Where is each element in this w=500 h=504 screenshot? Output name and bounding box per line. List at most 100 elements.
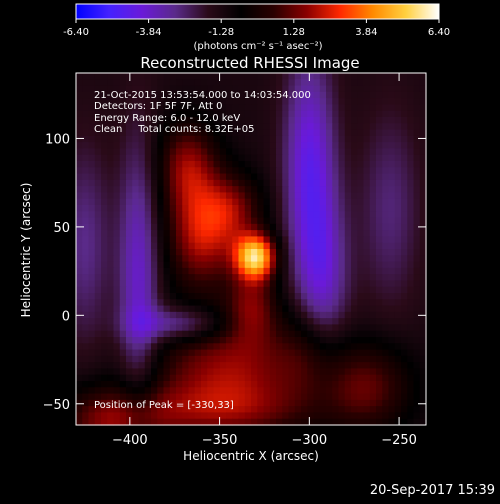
heatmap-cell [207,261,215,269]
heatmap-cell [382,79,390,87]
heatmap-cell [107,399,115,407]
heatmap-cell [207,104,215,112]
heatmap-cell [301,261,308,269]
heatmap-cell [119,242,127,250]
heatmap-cell [351,223,358,231]
heatmap-cell [163,217,171,225]
heatmap-cell [413,123,421,131]
heatmap-cell [144,330,152,338]
heatmap-cell [357,267,365,275]
heatmap-cell [319,349,327,357]
heatmap-cell [88,337,96,344]
heatmap-cell [88,123,96,131]
heatmap-cell [138,242,146,250]
heatmap-cell [219,117,227,124]
heatmap-cell [363,343,371,351]
heatmap-cell [382,374,390,382]
heatmap-cell [163,362,171,370]
heatmap-cell [376,123,383,131]
heatmap-cell [344,280,352,288]
heatmap-cell [351,349,358,357]
heatmap-cell [169,186,177,194]
heatmap-cell [257,374,265,382]
heatmap-cell [363,406,371,414]
heatmap-cell [338,311,346,319]
heatmap-cell [219,324,227,332]
heatmap-cell [338,299,346,307]
heatmap-cell [351,230,358,238]
heatmap-cell [294,381,302,388]
heatmap-cell [126,179,133,187]
heatmap-cell [319,387,327,395]
heatmap-cell [257,318,265,326]
heatmap-cell [307,267,315,275]
heatmap-cell [101,362,108,370]
heatmap-cell [376,412,383,420]
heatmap-cell [251,355,258,363]
heatmap-cell [363,274,371,282]
heatmap-cell [419,236,427,244]
heatmap-cell [407,98,415,106]
heatmap-cell [382,104,390,112]
heatmap-cell [101,318,108,326]
heatmap-cell [294,318,302,326]
heatmap-cell [207,123,215,131]
heatmap-cell [282,267,290,275]
heatmap-cell [219,135,227,143]
heatmap-cell [107,173,115,181]
heatmap-cell [113,142,121,150]
heatmap-cell [251,129,258,137]
heatmap-cell [244,293,252,300]
heatmap-cell [301,387,308,395]
heatmap-cell [201,79,208,87]
heatmap-cell [332,142,340,150]
heatmap-cell [188,267,196,275]
heatmap-cell [263,343,271,351]
heatmap-cell [263,192,271,200]
heatmap-cell [132,374,140,382]
heatmap-cell [351,104,358,112]
heatmap-cell [88,343,96,351]
heatmap-cell [276,161,283,168]
heatmap-cell [407,261,415,269]
heatmap-cell [176,85,183,93]
heatmap-cell [107,355,115,363]
heatmap-cell [201,362,208,370]
heatmap-cell [107,192,115,200]
heatmap-cell [332,179,340,187]
heatmap-cell [219,91,227,99]
heatmap-cell [238,223,246,231]
heatmap-cell [301,349,308,357]
heatmap-cell [282,286,290,294]
heatmap-cell [76,324,83,332]
heatmap-cell [94,179,102,187]
heatmap-cell [132,412,140,420]
heatmap-cell [88,129,96,137]
heatmap-cell [176,161,183,168]
heatmap-cell [219,343,227,351]
heatmap-cell [207,217,215,225]
heatmap-cell [282,85,290,93]
heatmap-cell [319,418,327,426]
heatmap-cell [344,311,352,319]
heatmap-cell [301,249,308,256]
heatmap-cell [219,154,227,162]
heatmap-cell [419,242,427,250]
heatmap-cell [301,311,308,319]
heatmap-cell [176,330,183,338]
heatmap-cell [251,173,258,181]
heatmap-cell [194,230,202,238]
heatmap-cell [276,418,283,426]
heatmap-cell [244,142,252,150]
heatmap-cell [219,293,227,300]
heatmap-cell [388,85,396,93]
heatmap-cell [351,261,358,269]
heatmap-cell [232,104,240,112]
heatmap-cell [76,230,83,238]
heatmap-cell [294,368,302,376]
heatmap-cell [132,362,140,370]
heatmap-cell [388,343,396,351]
heatmap-cell [213,249,221,256]
heatmap-cell [157,192,165,200]
heatmap-cell [313,242,321,250]
